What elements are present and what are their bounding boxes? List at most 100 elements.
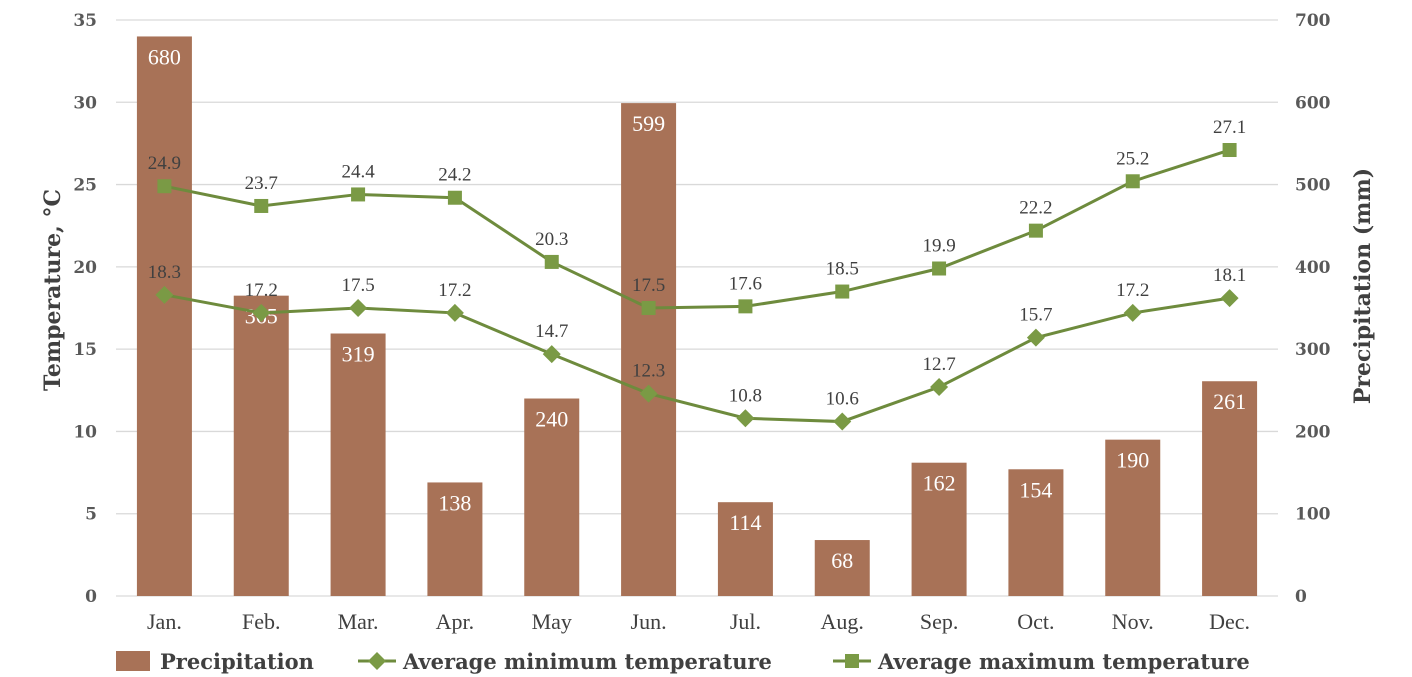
max-temp-data-label: 18.5: [826, 259, 859, 280]
precipitation-bars: 68036531913824059911468162154190261: [136, 36, 1258, 596]
max-temp-data-label: 23.7: [245, 173, 278, 194]
max-temp-data-label: 20.3: [535, 229, 568, 250]
legend-label-max: Average maximum temperature: [877, 649, 1250, 674]
left-axis-title: Temperature, °C: [40, 189, 66, 391]
max-temp-marker: [738, 299, 753, 314]
bar-data-label: 599: [632, 111, 665, 136]
min-temp-data-label: 17.2: [245, 280, 278, 301]
max-temp-data-label: 24.9: [148, 153, 181, 174]
bar-data-label: 114: [729, 510, 761, 535]
x-tick-label: Jan.: [147, 609, 182, 634]
min-temp-data-label: 12.7: [922, 354, 955, 375]
x-tick-label: Aug.: [821, 609, 864, 634]
min-temp-marker: [1220, 289, 1239, 308]
y-tick-label: 35: [73, 11, 97, 31]
precipitation-bar: [427, 482, 483, 596]
x-tick-label: May: [532, 609, 572, 634]
min-temp-data-label: 18.1: [1213, 265, 1246, 286]
precipitation-bar: [814, 540, 870, 596]
min-temp-marker: [639, 384, 658, 403]
min-temp-data-label: 17.2: [438, 280, 471, 301]
x-tick-label: Jul.: [730, 609, 761, 634]
y2-tick-label: 600: [1295, 93, 1331, 113]
min-temp-marker: [445, 303, 464, 322]
precipitation-bar: [1202, 381, 1258, 596]
max-temp-marker: [835, 284, 850, 299]
min-temp-line: [164, 293, 1230, 424]
bar-data-label: 240: [535, 407, 568, 432]
y-tick-label: 0: [85, 587, 97, 607]
precipitation-bar: [1008, 469, 1064, 596]
bar-data-label: 154: [1019, 477, 1052, 502]
legend: Precipitation Average minimum temperature…: [116, 649, 1250, 674]
min-temp-marker: [542, 345, 561, 364]
x-tick-label: Mar.: [338, 609, 379, 634]
max-temp-marker: [1028, 223, 1043, 238]
max-temp-marker: [447, 190, 462, 205]
x-tick-label: Oct.: [1017, 609, 1054, 634]
precipitation-bar: [330, 333, 386, 596]
temperature-lines: 18.3 17.2 17.5 17.2 14.7 12.3 10.8 10.6 12.7 15.7…: [148, 117, 1246, 431]
y2-tick-label: 100: [1295, 505, 1331, 525]
y2-tick-label: 300: [1295, 340, 1331, 360]
precipitation-bar: [524, 398, 580, 596]
bar-data-label: 68: [831, 548, 853, 573]
x-tick-label: Sep.: [920, 609, 959, 634]
y-tick-label: 5: [85, 505, 97, 525]
min-temp-marker: [736, 409, 755, 428]
min-temp-data-label: 10.8: [729, 385, 762, 406]
min-temp-marker: [349, 299, 368, 317]
y-tick-label: 25: [73, 176, 97, 196]
precipitation-bar: [621, 103, 677, 596]
legend-swatch-precipitation: [116, 651, 150, 671]
min-temp-data-label: 14.7: [535, 321, 568, 342]
min-temp-data-label: 17.2: [1116, 280, 1149, 301]
legend-marker-min: [368, 652, 386, 670]
legend-marker-max: [845, 654, 859, 668]
max-temp-marker: [932, 261, 947, 276]
precipitation-bar: [1105, 439, 1161, 596]
max-temp-marker: [1125, 174, 1140, 189]
min-temp-data-label: 10.6: [826, 389, 859, 410]
max-temp-data-label: 19.9: [922, 236, 955, 257]
bar-data-label: 162: [923, 471, 956, 496]
max-temp-data-label: 25.2: [1116, 148, 1149, 169]
min-temp-marker: [155, 285, 174, 304]
precipitation-bar: [136, 36, 192, 596]
y-tick-label: 20: [73, 258, 97, 278]
min-temp-data-label: 12.3: [632, 361, 665, 382]
x-tick-label: Feb.: [242, 609, 281, 634]
right-axis-ticks: 0 100 200 300 400 500 600 700: [1295, 11, 1331, 607]
right-axis-title: Precipitation (mm): [1350, 168, 1376, 404]
precipitation-bar: [233, 295, 289, 596]
max-temp-marker: [351, 187, 366, 202]
x-tick-label: Nov.: [1112, 609, 1154, 634]
legend-label-precipitation: Precipitation: [160, 649, 314, 674]
bar-data-label: 680: [148, 44, 181, 69]
y-tick-label: 30: [73, 93, 97, 113]
y-tick-label: 15: [73, 340, 97, 360]
y2-tick-label: 200: [1295, 422, 1331, 442]
max-temp-marker: [1222, 143, 1237, 158]
precipitation-bar: [911, 462, 967, 596]
x-tick-label: Jun.: [631, 609, 667, 634]
legend-label-min: Average minimum temperature: [402, 649, 772, 674]
min-temp-marker: [1026, 328, 1045, 347]
x-axis-ticks: Jan. Feb. Mar. Apr. May Jun. Jul. Aug. Sep. Oct. N…: [147, 609, 1250, 634]
max-temp-data-label: 17.6: [729, 273, 762, 294]
y2-tick-label: 400: [1295, 258, 1331, 278]
y2-tick-label: 500: [1295, 176, 1331, 196]
min-temp-marker: [1123, 303, 1142, 322]
max-temp-data-label: 17.5: [632, 275, 665, 296]
max-temp-marker: [254, 198, 269, 213]
max-temp-marker: [544, 254, 559, 269]
precipitation-bar: [717, 502, 773, 596]
min-temp-marker: [252, 303, 271, 322]
y2-tick-label: 0: [1295, 587, 1307, 607]
max-temp-data-label: 27.1: [1213, 117, 1246, 138]
max-temp-data-label: 24.4: [341, 161, 375, 182]
left-axis-ticks: 0 5 10 15 20 25 30 35: [73, 11, 97, 607]
gridlines: [116, 19, 1278, 597]
max-temp-marker: [641, 301, 656, 315]
